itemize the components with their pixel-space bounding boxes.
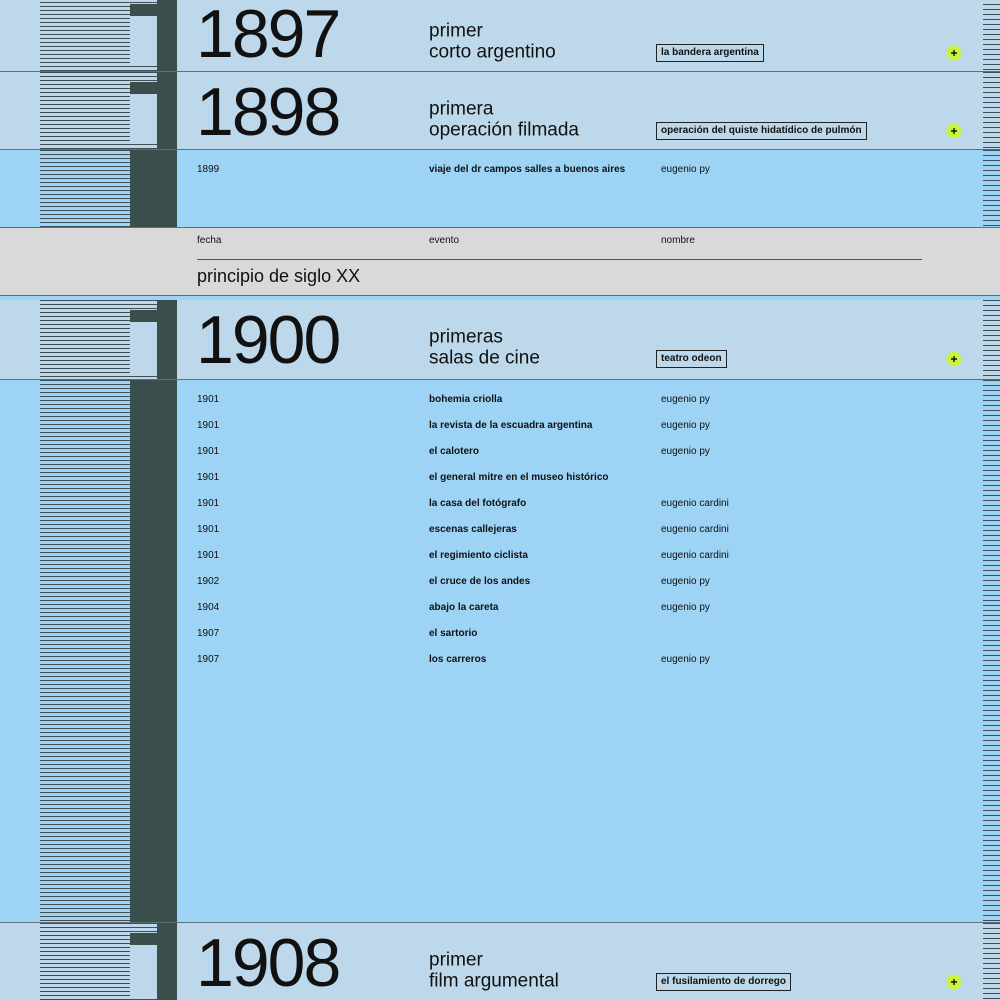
row-event: escenas callejeras [429, 524, 517, 535]
row-date: 1901 [197, 472, 220, 483]
row-name: eugenio cardini [661, 550, 729, 561]
row-date: 1902 [197, 576, 220, 587]
timeline-bar [157, 72, 177, 149]
milestone-title: primeras [429, 326, 503, 348]
tag[interactable]: el fusilamiento de dorrego [656, 973, 792, 991]
timeline-bar [157, 300, 177, 379]
timeline-notch [130, 933, 157, 945]
milestone-title: operación filmada [429, 119, 579, 141]
row-name: eugenio py [661, 446, 710, 457]
expand-button[interactable] [946, 351, 962, 367]
row-event: la revista de la escuadra argentina [429, 420, 593, 431]
row-name: eugenio py [661, 420, 710, 431]
row-event: bohemia criolla [429, 394, 503, 405]
row-date: 1901 [197, 420, 220, 431]
stripe-decor [983, 72, 1000, 149]
row-name: eugenio py [661, 394, 710, 405]
timeline-bar [130, 150, 177, 227]
row-name: eugenio py [661, 164, 710, 175]
stripe-decor [983, 0, 1000, 71]
row-event: el regimiento ciclista [429, 550, 528, 561]
plus-icon[interactable] [946, 45, 962, 61]
row-date: 1901 [197, 498, 220, 509]
stripe-decor [983, 300, 1000, 379]
row-date: 1901 [197, 524, 220, 535]
plus-icon[interactable] [946, 974, 962, 990]
year: 1908 [196, 925, 341, 1000]
row-date: 1901 [197, 394, 220, 405]
timeline-gap [130, 94, 157, 143]
stripe-decor [983, 150, 1000, 227]
milestone-title: corto argentino [429, 41, 556, 63]
year: 1897 [196, 0, 341, 72]
tag[interactable]: la bandera argentina [656, 44, 764, 62]
year: 1900 [196, 302, 341, 378]
row-date: 1907 [197, 628, 220, 639]
milestone-section: 1898 primera operación filmada operación de… [0, 72, 1000, 150]
row-name: eugenio py [661, 602, 710, 613]
row-name: eugenio cardini [661, 524, 729, 535]
tag[interactable]: teatro odeon [656, 350, 727, 368]
timeline-bar [157, 923, 177, 1000]
column-header: nombre [661, 235, 695, 246]
row-event: el calotero [429, 446, 480, 457]
period-title: principio de siglo XX [197, 266, 361, 286]
rows-section: 1899 viaje del dr campos salles a buenos … [0, 150, 1000, 228]
row-date: 1907 [197, 654, 220, 665]
milestone-title: primera [429, 98, 494, 120]
row-date: 1904 [197, 602, 220, 613]
timeline-gap [130, 322, 157, 373]
row-date: 1901 [197, 550, 220, 561]
milestone-title: film argumental [429, 970, 559, 992]
row-event: los carreros [429, 654, 487, 665]
row-date: 1901 [197, 446, 220, 457]
expand-button[interactable] [946, 45, 962, 61]
timeline-notch [130, 4, 157, 16]
divider [197, 259, 922, 260]
row-name: eugenio py [661, 576, 710, 587]
row-event: la casa del fotógrafo [429, 498, 527, 509]
milestone-section: 1908 primer film argumental el fusilamiento… [0, 923, 1000, 1000]
expand-button[interactable] [946, 123, 962, 139]
milestone-section: 1897 primer corto argentino la bandera arge… [0, 0, 1000, 72]
header-section: fecha evento nombre principio de siglo XX [0, 228, 1000, 296]
plus-icon[interactable] [946, 123, 962, 139]
row-date: 1899 [197, 164, 220, 175]
milestone-title: primer [429, 949, 483, 971]
row-event: viaje del dr campos salles a buenos aire… [429, 164, 626, 175]
milestone-section: 1900 primeras salas de cine teatro odeon [0, 300, 1000, 380]
plus-icon[interactable] [946, 351, 962, 367]
timeline-notch [130, 82, 157, 94]
timeline-gap [130, 16, 157, 65]
timeline-bar [157, 0, 177, 71]
column-header: evento [429, 235, 460, 246]
expand-button[interactable] [946, 974, 962, 990]
stripe-decor [983, 923, 1000, 1000]
column-header: fecha [197, 235, 222, 246]
timeline-bar [130, 380, 177, 922]
stripe-decor [983, 380, 1000, 922]
row-event: el cruce de los andes [429, 576, 531, 587]
row-event: abajo la careta [429, 602, 499, 613]
milestone-title: salas de cine [429, 347, 540, 369]
row-event: el general mitre en el museo histórico [429, 472, 609, 483]
row-name: eugenio cardini [661, 498, 729, 509]
tag[interactable]: operación del quiste hidatídico de pulmó… [656, 122, 867, 140]
row-name: eugenio py [661, 654, 710, 665]
year: 1898 [196, 74, 341, 150]
rows-section: 1901 bohemia criolla eugenio py 1901 la revi… [0, 380, 1000, 923]
row-event: el sartorio [429, 628, 478, 639]
timeline-gap [130, 945, 157, 996]
timeline-notch [130, 310, 157, 322]
milestone-title: primer [429, 20, 483, 42]
